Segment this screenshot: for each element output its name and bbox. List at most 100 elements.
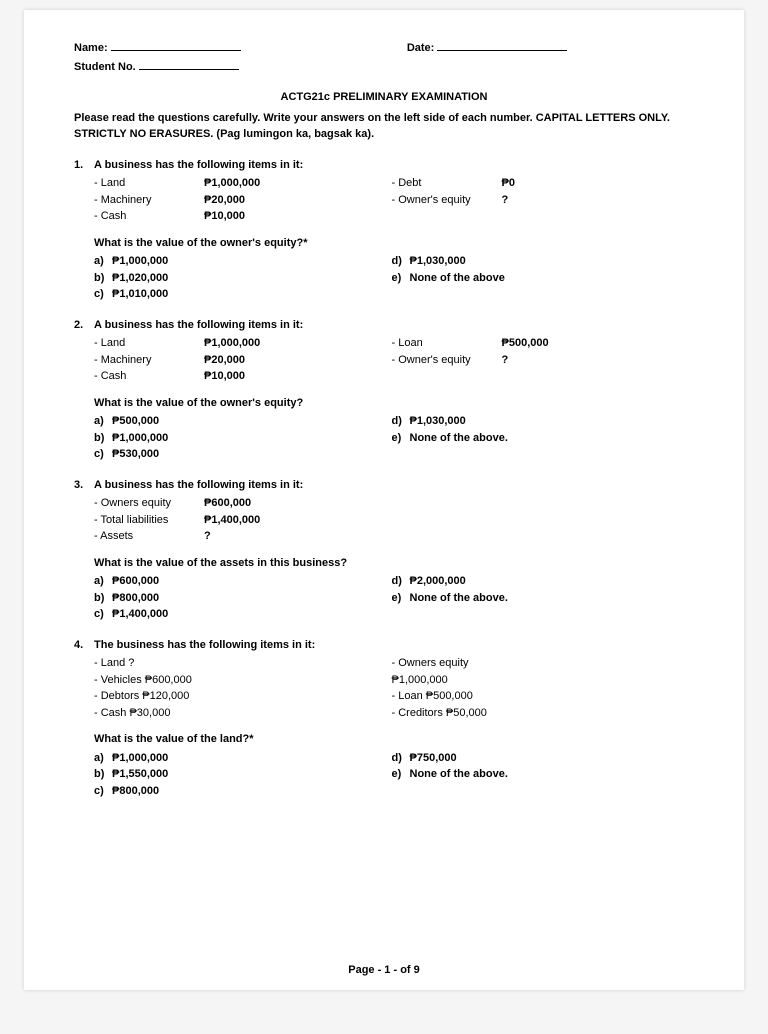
item-value: ₱1,000,000 [204, 175, 260, 192]
option-letter: d) [392, 750, 410, 767]
header-line-2: Student No. [74, 59, 694, 76]
item-row: - Owner's equity? [392, 192, 690, 209]
options-left: a)₱1,000,000b)₱1,020,000c)₱1,010,000 [94, 253, 392, 303]
question-stem: A business has the following items in it… [94, 157, 689, 174]
options-row: a)₱600,000b)₱800,000c)₱1,400,000d)₱2,000… [94, 573, 689, 623]
name-label: Name: [74, 42, 108, 54]
items-row: - Land₱1,000,000- Machinery₱20,000- Cash… [94, 175, 689, 225]
option-letter: b) [94, 590, 112, 607]
item-row: - Loan ₱500,000 [392, 688, 690, 705]
option-value: None of the above [410, 272, 505, 284]
options-right: d)₱1,030,000 e)None of the above. [392, 413, 690, 463]
items-right [392, 495, 690, 545]
items-right: - Debt₱0- Owner's equity? [392, 175, 690, 225]
question-number: 4. [74, 637, 94, 654]
option: a)₱600,000 [94, 573, 392, 590]
date-label: Date: [407, 42, 435, 54]
item-label: - Creditors ₱50,000 [392, 705, 502, 722]
question: 1.A business has the following items in … [74, 157, 694, 303]
question-stem: A business has the following items in it… [94, 317, 689, 334]
option: a)₱500,000 [94, 413, 392, 430]
option-letter: d) [392, 413, 410, 430]
question-number: 2. [74, 317, 94, 334]
option-letter: c) [94, 286, 112, 303]
items-left: - Land₱1,000,000- Machinery₱20,000- Cash… [94, 175, 392, 225]
item-label: - Cash [94, 208, 204, 225]
item-value: ₱1,000,000 [204, 335, 260, 352]
option-value: ₱1,010,000 [112, 288, 168, 300]
item-row: - Loan₱500,000 [392, 335, 690, 352]
option-letter: a) [94, 253, 112, 270]
option-value: ₱750,000 [410, 752, 457, 764]
option-letter: a) [94, 750, 112, 767]
item-label: - Owners equity ₱1,000,000 [392, 655, 502, 688]
option-value: ₱1,030,000 [410, 415, 466, 427]
item-label: - Machinery [94, 192, 204, 209]
items-left: - Land ?- Vehicles ₱600,000- Debtors ₱12… [94, 655, 392, 721]
item-label: - Vehicles ₱600,000 [94, 672, 204, 689]
date-field-line [437, 40, 567, 51]
item-label: - Cash ₱30,000 [94, 705, 204, 722]
question-body: The business has the following items in … [94, 637, 689, 800]
option-value: ₱1,020,000 [112, 272, 168, 284]
option-value: None of the above. [410, 432, 508, 444]
item-row: - Land ? [94, 655, 392, 672]
option-value: ₱500,000 [112, 415, 159, 427]
option: e)None of the above [392, 270, 690, 287]
option: c)₱1,010,000 [94, 286, 392, 303]
item-label: - Loan [392, 335, 502, 352]
question-stem: A business has the following items in it… [94, 477, 689, 494]
items-right: - Owners equity ₱1,000,000- Loan ₱500,00… [392, 655, 690, 721]
options-row: a)₱1,000,000b)₱1,020,000c)₱1,010,000d)₱1… [94, 253, 689, 303]
item-row: - Cash₱10,000 [94, 368, 392, 385]
option: c)₱800,000 [94, 783, 392, 800]
item-row: - Land₱1,000,000 [94, 175, 392, 192]
student-no-label: Student No. [74, 61, 136, 73]
item-value: ₱600,000 [204, 495, 251, 512]
question: 4.The business has the following items i… [74, 637, 694, 800]
option-letter: c) [94, 783, 112, 800]
option-value: ₱800,000 [112, 785, 159, 797]
option-letter: c) [94, 446, 112, 463]
question-stem: The business has the following items in … [94, 637, 689, 654]
question-number: 3. [74, 477, 94, 494]
option: e)None of the above. [392, 590, 690, 607]
item-label: - Machinery [94, 352, 204, 369]
option: d)₱750,000 [392, 750, 690, 767]
option-value: ₱530,000 [112, 448, 159, 460]
option: b)₱1,550,000 [94, 766, 392, 783]
option-letter: e) [392, 766, 410, 783]
option-letter: d) [392, 573, 410, 590]
option-value: ₱1,030,000 [410, 255, 466, 267]
header-line-1: Name: Date: [74, 40, 694, 57]
options-row: a)₱1,000,000b)₱1,550,000c)₱800,000d)₱750… [94, 750, 689, 800]
items-row: - Land ?- Vehicles ₱600,000- Debtors ₱12… [94, 655, 689, 721]
exam-title: ACTG21c PRELIMINARY EXAMINATION [74, 89, 694, 106]
item-row: - Machinery₱20,000 [94, 192, 392, 209]
item-label: - Land [94, 335, 204, 352]
option-letter: b) [94, 766, 112, 783]
option-letter: e) [392, 590, 410, 607]
option-value: ₱1,400,000 [112, 608, 168, 620]
option: e)None of the above. [392, 430, 690, 447]
options-right: d)₱750,000e)None of the above. [392, 750, 690, 800]
item-value: ₱20,000 [204, 192, 245, 209]
question: 3.A business has the following items in … [74, 477, 694, 623]
item-row: - Cash ₱30,000 [94, 705, 392, 722]
option-value: ₱1,550,000 [112, 768, 168, 780]
option-letter: a) [94, 413, 112, 430]
sub-question: What is the value of the land?* [94, 731, 689, 748]
item-row: - Owners equity₱600,000 [94, 495, 392, 512]
question: 2.A business has the following items in … [74, 317, 694, 463]
student-no-field-line [139, 59, 239, 70]
item-row: - Debt₱0 [392, 175, 690, 192]
options-row: a)₱500,000b)₱1,000,000c)₱530,000d)₱1,030… [94, 413, 689, 463]
item-row: - Debtors ₱120,000 [94, 688, 392, 705]
option: c)₱1,400,000 [94, 606, 392, 623]
sub-question: What is the value of the assets in this … [94, 555, 689, 572]
sub-question: What is the value of the owner's equity?… [94, 235, 689, 252]
item-row: - Owner's equity? [392, 352, 690, 369]
item-value: ? [502, 192, 509, 209]
item-row: - Machinery₱20,000 [94, 352, 392, 369]
option-value: ₱1,000,000 [112, 255, 168, 267]
